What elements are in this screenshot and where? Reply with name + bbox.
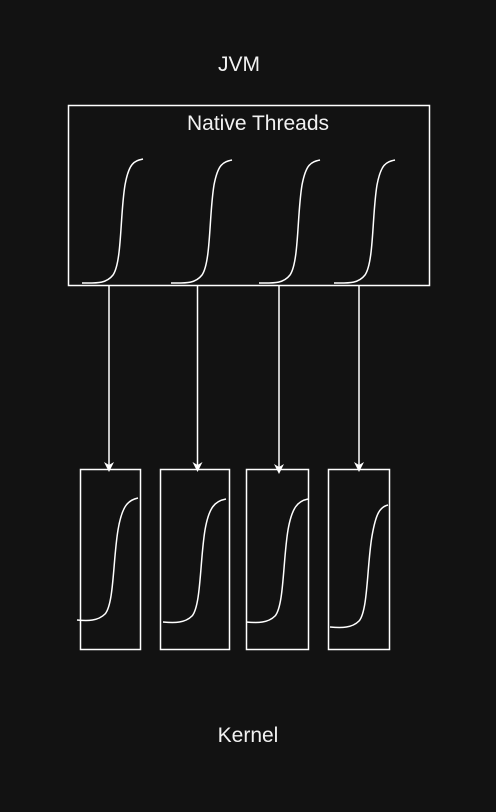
kernel-label: Kernel — [217, 724, 279, 747]
kernel-thread-4-icon — [329, 504, 389, 629]
kernel-thread-box-4 — [327, 468, 391, 651]
kernel-thread-2-icon — [162, 498, 227, 624]
kernel-thread-box-2 — [159, 468, 231, 651]
kernel-thread-box-3 — [245, 468, 310, 651]
native-thread-3-icon — [258, 159, 321, 284]
native-thread-4-icon — [333, 159, 396, 284]
native-thread-2-icon — [170, 159, 233, 284]
native-threads-label: Native Threads — [186, 112, 330, 135]
native-threads-box — [67, 104, 431, 287]
kernel-thread-3-icon — [245, 498, 309, 624]
kernel-thread-box-1 — [79, 468, 142, 651]
kernel-thread-1-icon — [76, 497, 139, 622]
jvm-label: JVM — [218, 53, 260, 76]
native-thread-1-icon — [81, 158, 144, 284]
